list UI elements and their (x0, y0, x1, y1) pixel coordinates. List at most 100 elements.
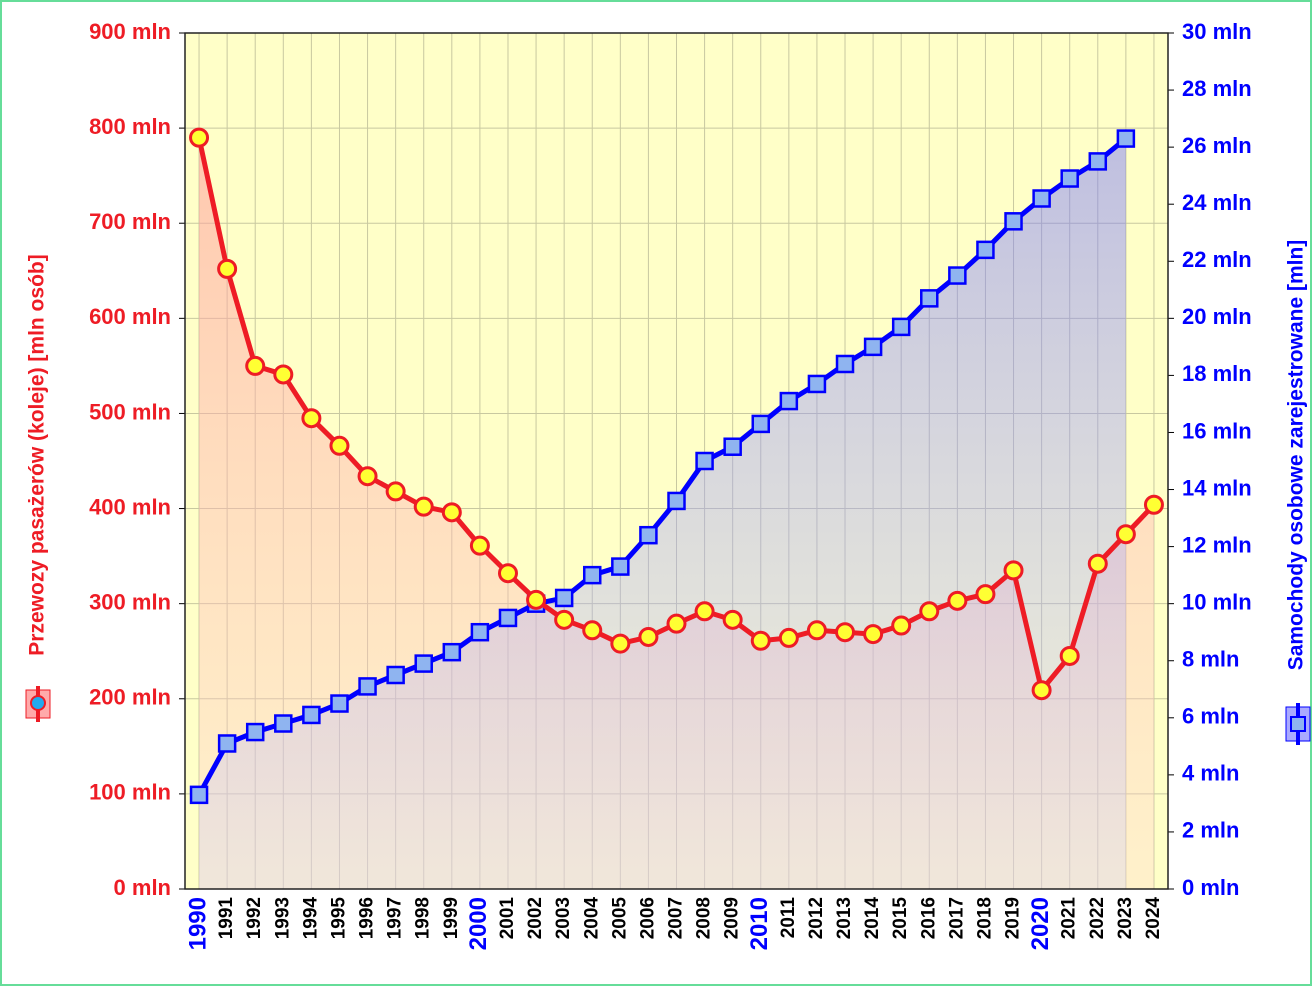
marker (920, 289, 939, 308)
marker (189, 127, 210, 148)
marker (639, 525, 658, 545)
x-tick-label: 2006 (637, 897, 658, 939)
y2-tick-label: 28 mln (1182, 76, 1252, 101)
marker (666, 613, 687, 634)
x-tick-label: 2005 (609, 897, 630, 940)
marker (497, 563, 518, 584)
y2-tick-label: 16 mln (1182, 418, 1252, 443)
marker (976, 240, 995, 260)
line (196, 136, 1128, 797)
marker (582, 565, 602, 585)
marker (919, 601, 940, 622)
marker (245, 355, 266, 376)
marker (891, 615, 912, 636)
marker (273, 364, 294, 385)
x-tick-label: 2007 (666, 897, 687, 939)
marker (695, 451, 714, 471)
x-tick-label: 2009 (722, 897, 743, 939)
plot-border (184, 32, 1169, 890)
marker (610, 633, 631, 654)
marker (1115, 524, 1136, 545)
y2-tick-label: 6 mln (1182, 704, 1239, 729)
marker (863, 624, 884, 645)
marker (947, 590, 968, 611)
y2-tick-label: 20 mln (1182, 304, 1252, 329)
legend-icon-blue (1285, 703, 1311, 745)
marker (779, 391, 799, 411)
marker (723, 437, 742, 456)
marker (1116, 129, 1136, 148)
x-tick-label: 2019 (1003, 897, 1024, 939)
marker (413, 496, 434, 517)
y-tick-label: 300 mln (89, 589, 171, 614)
marker (1060, 169, 1079, 188)
marker (498, 608, 518, 628)
marker (835, 354, 855, 374)
x-tick-label: 2004 (581, 897, 602, 940)
marker (301, 408, 322, 429)
x-tick-label: 2017 (946, 897, 967, 939)
marker (358, 677, 377, 696)
marker (1088, 152, 1108, 171)
y2-tick-label: 14 mln (1182, 475, 1252, 500)
x-tick-label: 1998 (413, 897, 434, 939)
y2-tick-label: 18 mln (1182, 361, 1252, 386)
x-tick-label: 2018 (974, 897, 995, 939)
x-tick-label: 2003 (553, 897, 574, 939)
marker (806, 620, 827, 641)
marker (1087, 553, 1108, 574)
y2-tick-label: 8 mln (1182, 647, 1239, 672)
marker (414, 654, 433, 673)
x-tick-label: 2013 (834, 897, 855, 939)
marker (582, 620, 603, 641)
x-tick-label: 2021 (1059, 897, 1080, 940)
marker (835, 622, 856, 643)
marker (807, 374, 827, 394)
marker (778, 627, 799, 648)
area (199, 138, 1126, 889)
marker (189, 785, 209, 805)
y-tick-label: 100 mln (89, 780, 171, 805)
y2-tick-label: 26 mln (1182, 133, 1252, 158)
x-tick-label: 1990 (184, 897, 211, 950)
x-tick-label: 2000 (465, 897, 492, 950)
marker (441, 502, 462, 523)
marker (274, 714, 293, 733)
marker (863, 337, 883, 357)
marker (948, 266, 967, 285)
marker (975, 584, 996, 605)
marker (554, 588, 574, 608)
marker (611, 557, 630, 576)
y-tick-label: 0 mln (114, 875, 171, 900)
y-tick-label: 500 mln (89, 399, 171, 424)
x-tick-label: 2016 (918, 897, 939, 939)
marker (1032, 189, 1051, 208)
x-tick-label: 2012 (806, 897, 827, 939)
y2-tick-label: 10 mln (1182, 589, 1252, 614)
marker (694, 601, 715, 622)
marker (217, 258, 238, 279)
marker (751, 414, 771, 434)
x-tick-label: 2020 (1027, 897, 1054, 950)
y-tick-label: 600 mln (89, 304, 171, 329)
marker (891, 317, 911, 337)
marker (245, 722, 265, 742)
marker (330, 694, 349, 713)
marker (1003, 560, 1024, 581)
x-tick-label: 2010 (746, 897, 773, 950)
y-tick-label: 800 mln (89, 114, 171, 139)
y-tick-label: 700 mln (89, 209, 171, 234)
x-tick-label: 2011 (778, 897, 799, 939)
marker (357, 466, 378, 487)
marker (217, 734, 237, 753)
x-tick-label: 1992 (244, 897, 265, 939)
x-tick-label: 2002 (525, 897, 546, 939)
marker (385, 481, 406, 502)
marker (554, 609, 575, 630)
x-tick-label: 2024 (1143, 897, 1164, 940)
x-tick-label: 2023 (1115, 897, 1136, 939)
y2-axis-title: Samochody osobowe zarejestrowane [mln] (1285, 240, 1308, 671)
x-tick-label: 1991 (216, 897, 237, 940)
y-tick-label: 400 mln (89, 494, 171, 519)
